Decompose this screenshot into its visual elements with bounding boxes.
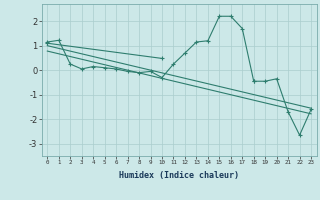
X-axis label: Humidex (Indice chaleur): Humidex (Indice chaleur): [119, 171, 239, 180]
